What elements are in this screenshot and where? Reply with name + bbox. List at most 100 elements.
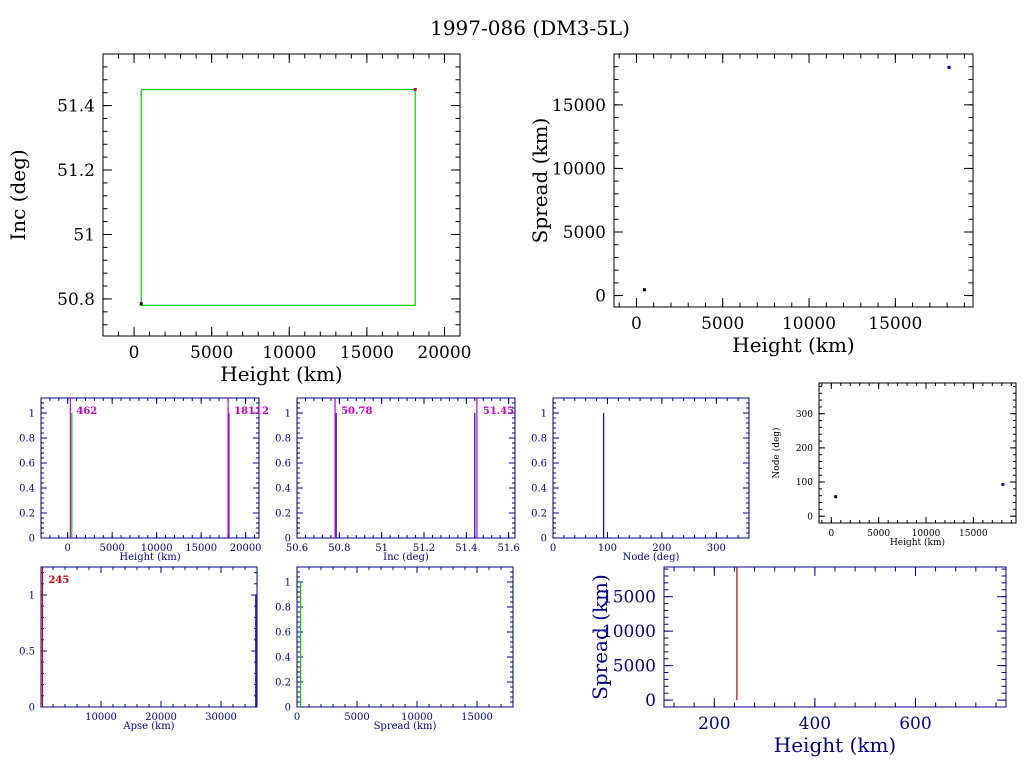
plot-frame [296,397,516,539]
y-tick-label: 1 [285,409,291,420]
y-tick-label: 1 [541,409,547,420]
data-point [642,288,646,292]
chart-spread_hist: 0 5000 10000 15000 0 0.2 0.4 0.6 0.8 1 Spread (km) [275,566,514,732]
y-tick-label: 200 [796,444,813,454]
x-tick-label: 51 [375,543,388,554]
y-tick-label: 0.2 [275,509,291,520]
x-tick-label: 51.4 [455,543,477,554]
marker-label: 462 [76,406,97,417]
marker-label: 50.78 [341,406,372,417]
data-point [834,495,838,499]
y-tick-label: 0 [595,287,606,307]
y-tick-label: 0 [29,703,35,714]
y-tick-label: 0.8 [531,434,547,445]
plot-frame [296,566,514,708]
x-tick-label: 0 [65,543,71,554]
plot-area [139,87,417,306]
x-tick-label: 5000 [701,314,744,334]
y-tick-label: 1 [285,578,291,589]
y-tick-label: 0.4 [275,653,291,664]
data-point [413,87,417,91]
x-tick-label: 0 [294,712,300,723]
x-tick-label: 0 [631,314,642,334]
y-tick-label: 0.2 [275,678,291,689]
x-tick-label: 51.2 [413,543,435,554]
y-tick-label: 51.4 [57,97,95,117]
plot-frame [40,566,258,708]
y-tick-label: 0.4 [19,484,35,495]
x-tick-label: 50.8 [328,543,350,554]
y-tick-label: 0.6 [531,459,547,470]
x-tick-label: 400 [799,714,831,734]
y-tick-label: 51 [73,225,95,245]
y-tick-label: 0 [285,703,291,714]
chart-node_vs_height: 0 5000 10000 15000 0 100 200 300 Height (km) Node… [771,382,1017,548]
y-tick-label: 1 [29,409,35,420]
y-tick-label: 0.2 [19,509,35,520]
y-axis-label: Node (deg) [771,427,782,478]
marker-label: 51.45 [483,406,514,417]
y-tick-label: 0.2 [531,509,547,520]
y-tick-label: 0 [645,691,656,711]
x-tick-label: 15000 [868,314,922,334]
x-axis-label: Height (km) [732,333,854,357]
y-tick-label: 0 [29,534,35,545]
x-tick-label: 0 [828,529,834,539]
y-tick-label: 15000 [602,588,656,608]
x-tick-label: 10000 [85,712,117,723]
x-tick-label: 20000 [145,712,177,723]
y-tick-label: 50.8 [57,290,95,310]
chart-apse_hist: 10000 20000 30000 0 0.5 1 Apse (km) 245 [19,566,258,732]
x-tick-label: 10000 [141,543,173,554]
plot-frame [663,566,1007,708]
plot-frame [102,53,461,337]
x-tick-label: 100 [598,543,617,554]
plot-area [834,482,1005,499]
y-tick-label: 0 [285,534,291,545]
chart-spread_vs_height_zoom: 200 400 600 0 5000 10000 15000 Height (km) Sprea… [588,566,1007,757]
x-tick-label: 15000 [461,712,493,723]
x-axis-label: Node (deg) [623,552,680,563]
y-tick-label: 0.4 [275,484,291,495]
y-tick-label: 0.6 [275,459,291,470]
x-axis-label: Height (km) [220,362,342,386]
plot-frame [613,53,974,308]
x-tick-label: 5000 [344,712,369,723]
x-axis-label: Inc (deg) [383,552,429,563]
y-tick-label: 0 [807,512,813,522]
y-tick-label: 5000 [613,657,656,677]
plot-frame [40,397,260,539]
y-tick-label: 0.4 [531,484,547,495]
x-axis-label: Spread (km) [374,721,437,732]
x-tick-label: 30000 [205,712,237,723]
y-tick-label: 0.8 [275,434,291,445]
page-title: 1997-086 (DM3-5L) [430,16,630,40]
x-tick-label: 300 [707,543,726,554]
y-tick-label: 100 [796,478,813,488]
data-point [947,65,951,69]
y-tick-label: 0.5 [19,647,35,658]
y-tick-label: 15000 [552,96,606,116]
marker-label: 245 [48,575,69,586]
y-tick-label: 5000 [563,223,606,243]
x-tick-label: 51.6 [498,543,520,554]
x-axis-label: Height (km) [119,552,180,563]
chart-inc_hist: 50.6 50.8 51 51.2 51.4 51.6 0 0.2 0.4 0.6 0.8 1 Inc … [275,397,520,563]
x-tick-label: 600 [899,714,931,734]
x-tick-label: 10000 [912,529,941,539]
plot-area [41,567,257,707]
y-tick-label: 10000 [602,622,656,642]
y-axis-label: Inc (deg) [6,149,30,240]
y-tick-label: 10000 [552,159,606,179]
chart-height_hist: 0 5000 10000 15000 20000 0 0.2 0.4 0.6 0.8 1 Height… [19,397,269,563]
plot-area [69,398,230,538]
y-tick-label: 0.6 [275,628,291,639]
x-tick-label: 50.6 [286,543,308,554]
plot-frame [552,397,750,539]
x-tick-label: 10000 [262,343,316,363]
x-tick-label: 200 [652,543,671,554]
marker-label: 18112 [234,406,269,417]
x-tick-label: 15000 [959,529,988,539]
plot-frame [818,382,1017,524]
